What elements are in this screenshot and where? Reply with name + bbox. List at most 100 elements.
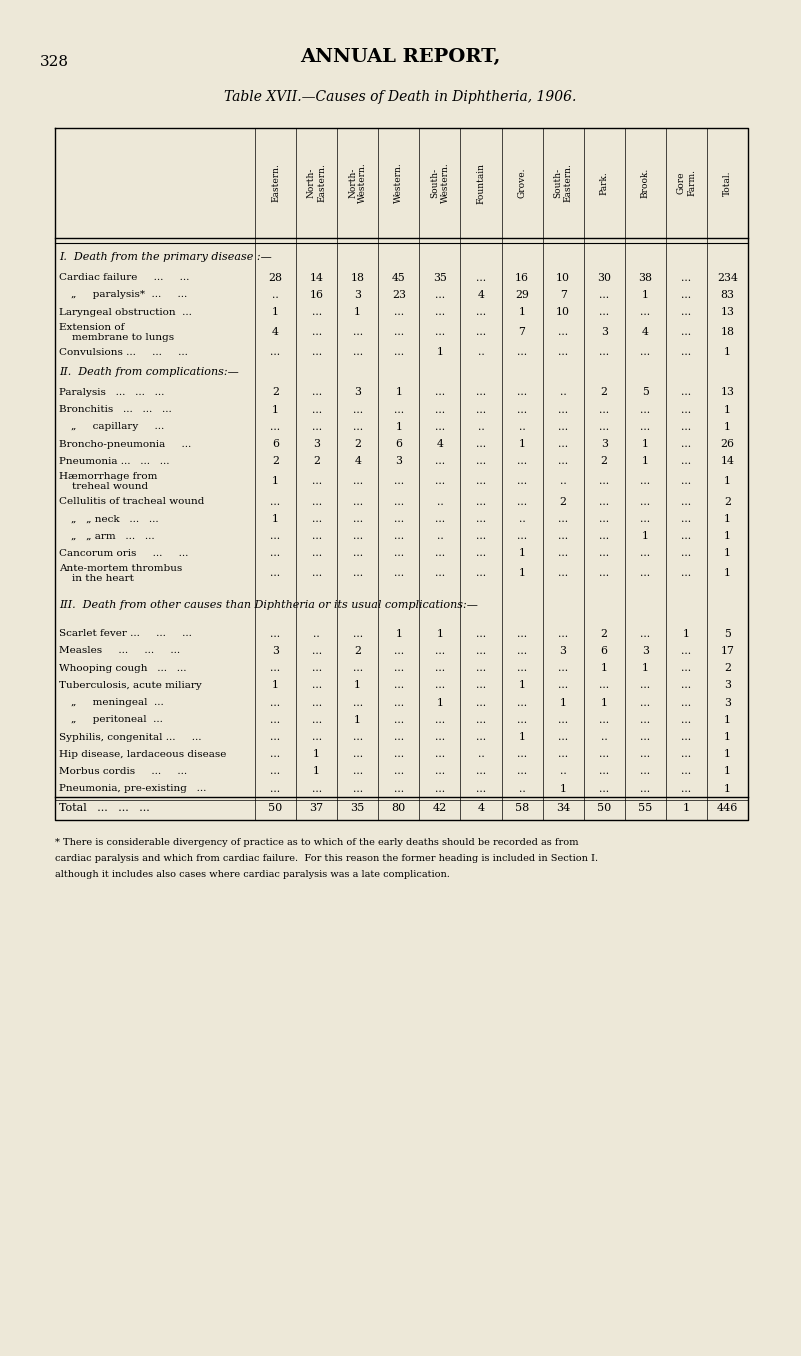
Text: 1: 1 [642, 457, 649, 466]
Text: ...: ... [394, 327, 404, 338]
Text: Hip disease, lardaceous disease: Hip disease, lardaceous disease [59, 750, 227, 759]
Text: ...: ... [312, 514, 322, 523]
Text: ...: ... [682, 327, 691, 338]
Text: ...: ... [312, 548, 322, 559]
Text: 6: 6 [395, 439, 402, 449]
Text: ...: ... [558, 347, 568, 357]
Text: 1: 1 [437, 629, 444, 639]
Text: ...: ... [682, 496, 691, 507]
Text: 3: 3 [601, 439, 608, 449]
Text: ...: ... [682, 457, 691, 466]
Text: ..: .. [560, 476, 566, 487]
Text: 2: 2 [601, 457, 608, 466]
Text: ...: ... [640, 422, 650, 433]
Text: 3: 3 [642, 645, 649, 656]
Text: 58: 58 [515, 803, 529, 812]
Text: ...: ... [312, 568, 322, 579]
Text: 1: 1 [354, 715, 361, 725]
Text: Laryngeal obstruction  ...: Laryngeal obstruction ... [59, 308, 192, 316]
Text: ...: ... [352, 750, 363, 759]
Text: ...: ... [476, 548, 486, 559]
Text: ...: ... [312, 327, 322, 338]
Text: ...: ... [640, 715, 650, 725]
Text: ...: ... [476, 532, 486, 541]
Text: ...: ... [517, 388, 527, 397]
Text: ...: ... [558, 715, 568, 725]
Text: 1: 1 [724, 766, 731, 777]
Text: ...: ... [271, 532, 280, 541]
Text: 446: 446 [717, 803, 739, 812]
Text: 1: 1 [642, 532, 649, 541]
Text: ...: ... [682, 422, 691, 433]
Text: 3: 3 [354, 388, 361, 397]
Text: ...: ... [476, 476, 486, 487]
Text: ...: ... [599, 568, 610, 579]
Text: ...: ... [682, 645, 691, 656]
Text: 1: 1 [437, 347, 444, 357]
Text: 55: 55 [638, 803, 653, 812]
Text: ...: ... [435, 422, 445, 433]
Text: 1: 1 [642, 290, 649, 300]
Text: ...: ... [352, 404, 363, 415]
Text: ...: ... [558, 663, 568, 673]
Text: 1: 1 [272, 476, 279, 487]
Text: in the heart: in the heart [59, 574, 134, 583]
Text: ...: ... [352, 732, 363, 742]
Text: 2: 2 [724, 663, 731, 673]
Text: membrane to lungs: membrane to lungs [59, 332, 174, 342]
Text: 3: 3 [354, 290, 361, 300]
Text: 6: 6 [601, 645, 608, 656]
Text: ...: ... [517, 766, 527, 777]
Text: ...: ... [476, 514, 486, 523]
Text: 1: 1 [724, 750, 731, 759]
Text: 14: 14 [310, 273, 324, 282]
Text: ...: ... [682, 663, 691, 673]
Text: ...: ... [394, 732, 404, 742]
Text: ...: ... [640, 697, 650, 708]
Text: ...: ... [312, 663, 322, 673]
Text: ...: ... [352, 514, 363, 523]
Text: ...: ... [394, 766, 404, 777]
Text: I.  Death from the primary disease :—: I. Death from the primary disease :— [59, 252, 272, 263]
Text: ...: ... [476, 568, 486, 579]
Text: ...: ... [435, 514, 445, 523]
Text: ...: ... [394, 784, 404, 793]
Text: ...: ... [271, 422, 280, 433]
Text: ...: ... [312, 697, 322, 708]
Text: 45: 45 [392, 273, 405, 282]
Text: ...: ... [682, 715, 691, 725]
Text: 1: 1 [395, 629, 402, 639]
Text: 29: 29 [515, 290, 529, 300]
Text: 2: 2 [560, 496, 566, 507]
Text: ...: ... [558, 548, 568, 559]
Text: ...: ... [352, 532, 363, 541]
Text: ...: ... [640, 476, 650, 487]
Text: Eastern.: Eastern. [271, 164, 280, 202]
Text: ...: ... [682, 404, 691, 415]
Text: 1: 1 [724, 532, 731, 541]
Text: ...: ... [476, 645, 486, 656]
Text: 1: 1 [724, 476, 731, 487]
Text: ...: ... [352, 327, 363, 338]
Text: ..: .. [272, 290, 279, 300]
Text: ...: ... [435, 750, 445, 759]
Text: Fountain: Fountain [477, 163, 485, 203]
Text: ...: ... [599, 532, 610, 541]
Text: 10: 10 [556, 306, 570, 317]
Text: 34: 34 [556, 803, 570, 812]
Text: ...: ... [682, 532, 691, 541]
Text: ...: ... [271, 496, 280, 507]
Text: ...: ... [558, 439, 568, 449]
Text: ...: ... [435, 663, 445, 673]
Text: ...: ... [476, 697, 486, 708]
Text: ...: ... [476, 496, 486, 507]
Text: South-
Eastern.: South- Eastern. [553, 164, 573, 202]
Text: 2: 2 [354, 645, 361, 656]
Text: 2: 2 [313, 457, 320, 466]
Text: ...: ... [558, 732, 568, 742]
Text: ...: ... [476, 457, 486, 466]
Text: ...: ... [312, 388, 322, 397]
Text: 2: 2 [724, 496, 731, 507]
Text: 1: 1 [313, 750, 320, 759]
Text: 14: 14 [721, 457, 735, 466]
